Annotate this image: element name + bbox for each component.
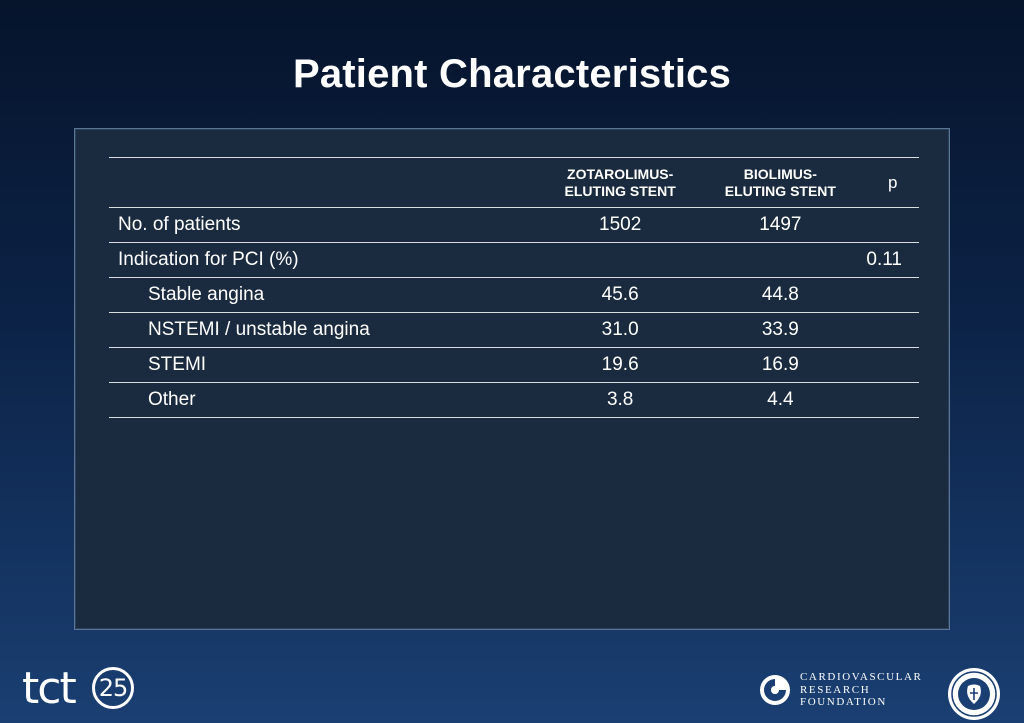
zotarolimus-value: 19.6 — [546, 347, 695, 383]
header-p-value: p — [866, 157, 919, 208]
biolimus-value: 44.8 — [694, 277, 867, 313]
p-value — [866, 382, 919, 418]
header-zotarolimus: ZOTAROLIMUS- ELUTING STENT — [546, 157, 695, 208]
table-panel: ZOTAROLIMUS- ELUTING STENT BIOLIMUS- ELU… — [74, 128, 950, 630]
college-seal-icon — [948, 668, 1000, 720]
table-row: STEMI 19.6 16.9 — [109, 347, 919, 383]
row-label: NSTEMI / unstable angina — [109, 312, 547, 348]
biolimus-value: 1497 — [694, 207, 867, 243]
p-value — [866, 347, 919, 383]
biolimus-value — [694, 242, 867, 278]
zotarolimus-value: 3.8 — [546, 382, 695, 418]
header-biolimus: BIOLIMUS- ELUTING STENT — [694, 157, 867, 208]
p-value — [866, 207, 919, 243]
row-label: STEMI — [109, 347, 547, 383]
row-label: Other — [109, 382, 547, 418]
p-value — [866, 277, 919, 313]
crf-logo-line3: FOUNDATION — [800, 696, 887, 708]
table-row: Indication for PCI (%) 0.11 — [109, 242, 919, 278]
biolimus-value: 4.4 — [694, 382, 867, 418]
header-biolimus-line2: ELUTING STENT — [724, 182, 836, 199]
crf-logo-text: CARDIOVASCULAR RESEARCH FOUNDATION — [800, 671, 922, 709]
row-label: No. of patients — [109, 207, 547, 243]
table-row: Stable angina 45.6 44.8 — [109, 277, 919, 313]
patient-characteristics-table: ZOTAROLIMUS- ELUTING STENT BIOLIMUS- ELU… — [109, 157, 919, 418]
crf-logo-line1: CARDIOVASCULAR — [800, 671, 923, 683]
header-label-cell — [109, 157, 547, 208]
crf-logo: CARDIOVASCULAR RESEARCH FOUNDATION — [758, 671, 938, 711]
biolimus-value: 33.9 — [694, 312, 867, 348]
slide-footer: tct 25 CARDIOVASCULAR RESEARCH FOUNDATIO… — [0, 655, 1024, 723]
p-value — [866, 312, 919, 348]
tct-logo-text: tct — [22, 663, 77, 714]
biolimus-value: 16.9 — [694, 347, 867, 383]
crf-logo-line2: RESEARCH — [800, 683, 871, 696]
row-label: Indication for PCI (%) — [109, 242, 547, 278]
zotarolimus-value — [546, 242, 695, 278]
crf-swirl-icon — [760, 675, 790, 705]
zotarolimus-value: 45.6 — [546, 277, 695, 313]
table-row: Other 3.8 4.4 — [109, 382, 919, 418]
zotarolimus-value: 1502 — [546, 207, 695, 243]
header-zotarolimus-line1: ZOTAROLIMUS- — [567, 165, 674, 182]
tct-logo-number: 25 — [92, 667, 134, 709]
header-zotarolimus-line2: ELUTING STENT — [564, 182, 676, 199]
header-biolimus-line1: BIOLIMUS- — [743, 165, 817, 182]
page-title: Patient Characteristics — [292, 52, 732, 96]
table-header-row: ZOTAROLIMUS- ELUTING STENT BIOLIMUS- ELU… — [109, 157, 919, 208]
row-label: Stable angina — [109, 277, 547, 313]
table-row: NSTEMI / unstable angina 31.0 33.9 — [109, 312, 919, 348]
table-row: No. of patients 1502 1497 — [109, 207, 919, 243]
p-value: 0.11 — [866, 242, 919, 278]
zotarolimus-value: 31.0 — [546, 312, 695, 348]
